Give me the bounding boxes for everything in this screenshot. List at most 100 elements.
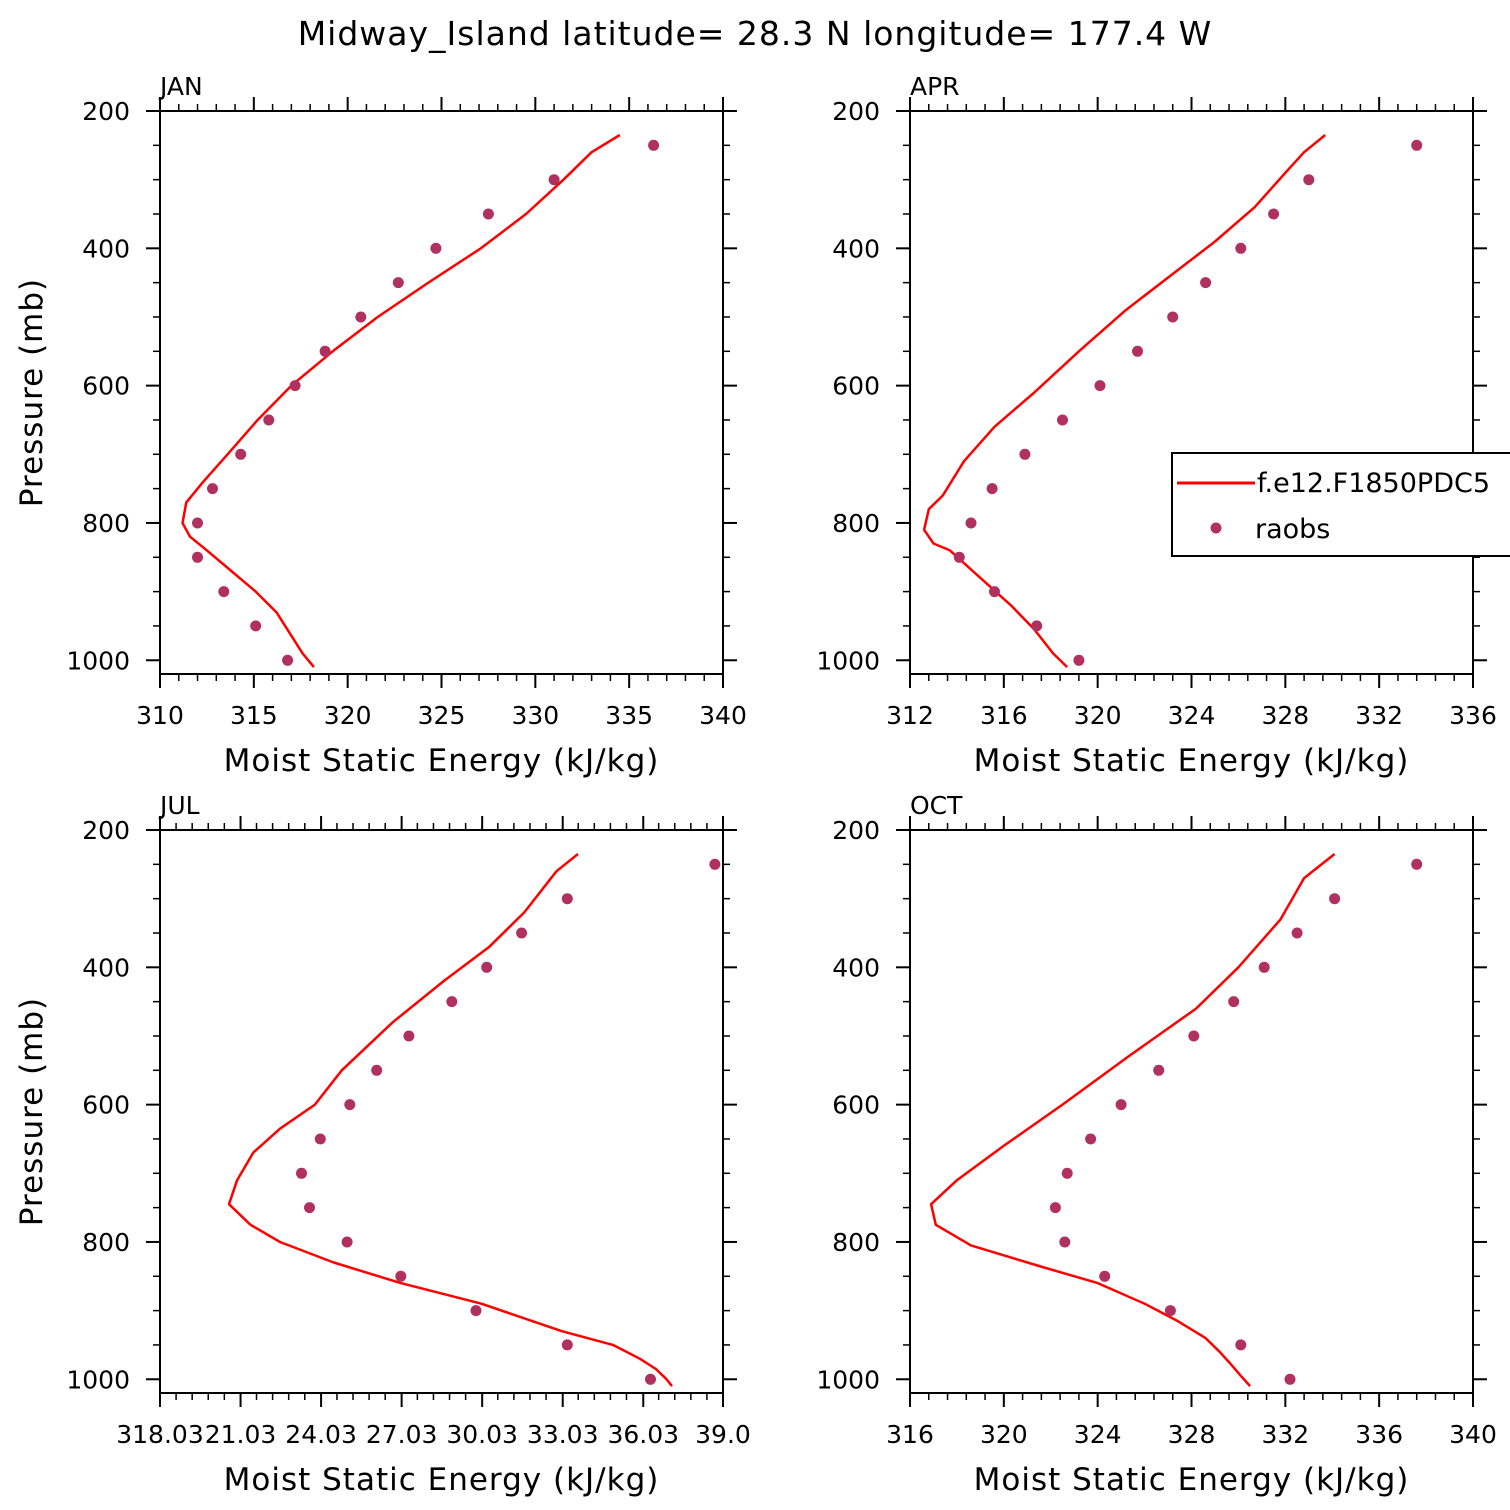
x-axis-label-jul: Moist Static Energy (kJ/kg) <box>224 1462 660 1498</box>
obs-point <box>1291 927 1303 939</box>
y-tick-label: 1000 <box>66 646 130 675</box>
obs-point <box>371 1064 383 1076</box>
obs-point <box>403 1030 415 1042</box>
obs-point <box>561 893 573 905</box>
obs-point <box>1411 139 1423 151</box>
obs-point <box>355 311 367 323</box>
y-tick-label: 800 <box>832 1228 880 1257</box>
obs-point <box>1284 1373 1296 1385</box>
obs-point <box>1303 174 1315 186</box>
obs-point <box>1059 1236 1071 1248</box>
x-axis-label-apr: Moist Static Energy (kJ/kg) <box>974 743 1410 779</box>
x-tick-label: 332 <box>1355 701 1403 730</box>
panel-oct: OCT 316 320 324 328 332 336 340 200 400 600 800 1000… <box>816 791 1496 1498</box>
y-tick-label: 400 <box>832 234 880 263</box>
x-tick-label: 336 <box>1449 701 1497 730</box>
obs-point <box>192 517 203 529</box>
obs-point <box>1164 1305 1176 1317</box>
panel-label-oct: OCT <box>910 791 963 820</box>
legend-model-label: f.e12.F1850PDC5 <box>1257 468 1490 499</box>
x-tick-label: 320 <box>980 1420 1028 1449</box>
obs-point <box>965 517 977 529</box>
obs-point <box>709 858 721 870</box>
obs-point <box>263 414 275 426</box>
obs-point <box>1057 414 1068 426</box>
panel-label-jul: JUL <box>158 791 200 820</box>
x-tick-label: 340 <box>699 701 747 730</box>
x-axis-label-oct: Moist Static Energy (kJ/kg) <box>974 1462 1410 1498</box>
x-tick-label: 39.0 <box>695 1420 751 1449</box>
model-line-oct <box>929 853 1336 1387</box>
obs-point <box>289 380 301 392</box>
obs-point <box>304 1202 315 1214</box>
obs-point <box>516 927 528 939</box>
x-tick-label: 335 <box>605 701 653 730</box>
obs-point <box>1153 1064 1165 1076</box>
legend-obs-label: raobs <box>1255 514 1330 545</box>
x-tick-label: 330 <box>511 701 559 730</box>
obs-point <box>319 345 331 357</box>
panel-jan: JAN 310 315 320 325 330 335 340 200 400 600 800 1000… <box>14 72 747 779</box>
y-tick-label: 800 <box>82 1228 130 1257</box>
x-tick-label: 312 <box>886 701 934 730</box>
x-tick-label: 21.03 <box>205 1420 277 1449</box>
plot-frame-jul <box>159 829 724 1394</box>
obs-point <box>482 208 494 220</box>
obs-point <box>1073 654 1085 666</box>
obs-point <box>235 448 247 460</box>
x-tick-label: 336 <box>1355 1420 1403 1449</box>
x-tick-label: 332 <box>1261 1420 1309 1449</box>
y-tick-label: 400 <box>82 234 130 263</box>
obs-point <box>1200 277 1212 289</box>
panel-label-jan: JAN <box>158 72 203 101</box>
x-axis-label-jan: Moist Static Energy (kJ/kg) <box>224 743 660 779</box>
obs-point <box>470 1305 482 1317</box>
panel-label-apr: APR <box>910 72 960 101</box>
obs-point <box>1031 620 1043 632</box>
obs-point <box>1049 1202 1061 1214</box>
y-tick-label: 800 <box>82 509 130 538</box>
y-tick-label: 600 <box>82 1091 130 1120</box>
obs-point <box>250 620 262 632</box>
obs-point <box>1329 893 1341 905</box>
obs-point <box>989 586 1000 598</box>
obs-point <box>1228 996 1240 1008</box>
obs-point <box>430 242 442 254</box>
obs-point <box>986 483 998 495</box>
panel-jul: JUL 318.03 21.03 24.03 27.03 30.03 33.03 36.03 3… <box>14 791 751 1498</box>
obs-point <box>341 1236 353 1248</box>
obs-point <box>282 654 294 666</box>
obs-point <box>1235 242 1247 254</box>
x-tick-label: 316 <box>886 1420 934 1449</box>
panel-apr: APR 312 316 320 324 328 332 336 200 400 600 800 1000… <box>816 72 1496 779</box>
y-tick-label: 400 <box>82 953 130 982</box>
x-tick-label: 320 <box>324 701 372 730</box>
y-tick-label: 400 <box>832 953 880 982</box>
obs-point <box>207 483 218 495</box>
panels-group: JAN 310 315 320 325 330 335 340 200 400 600 800 1000… <box>14 72 1497 1498</box>
y-tick-label: 800 <box>832 509 880 538</box>
x-tick-label: 340 <box>1449 1420 1497 1449</box>
x-tick-label: 30.03 <box>446 1420 518 1449</box>
obs-point <box>648 139 660 151</box>
obs-point <box>192 551 203 563</box>
obs-point <box>1411 858 1423 870</box>
x-tick-label: 316 <box>980 701 1028 730</box>
y-tick-label: 600 <box>832 372 880 401</box>
obs-point <box>1115 1099 1127 1111</box>
y-tick-label: 200 <box>832 97 880 126</box>
x-tick-label: 27.03 <box>366 1420 438 1449</box>
x-tick-label: 325 <box>418 701 466 730</box>
obs-point <box>1085 1133 1097 1145</box>
obs-point <box>218 586 230 598</box>
obs-point <box>548 174 560 186</box>
x-tick-label: 33.03 <box>527 1420 599 1449</box>
x-tick-label: 328 <box>1261 701 1309 730</box>
legend-obs-marker <box>1210 522 1222 534</box>
x-tick-label: 320 <box>1074 701 1122 730</box>
obs-point <box>296 1167 307 1179</box>
y-tick-label: 200 <box>832 816 880 845</box>
y-tick-label: 600 <box>832 1091 880 1120</box>
y-axis-label-jul: Pressure (mb) <box>14 997 50 1226</box>
